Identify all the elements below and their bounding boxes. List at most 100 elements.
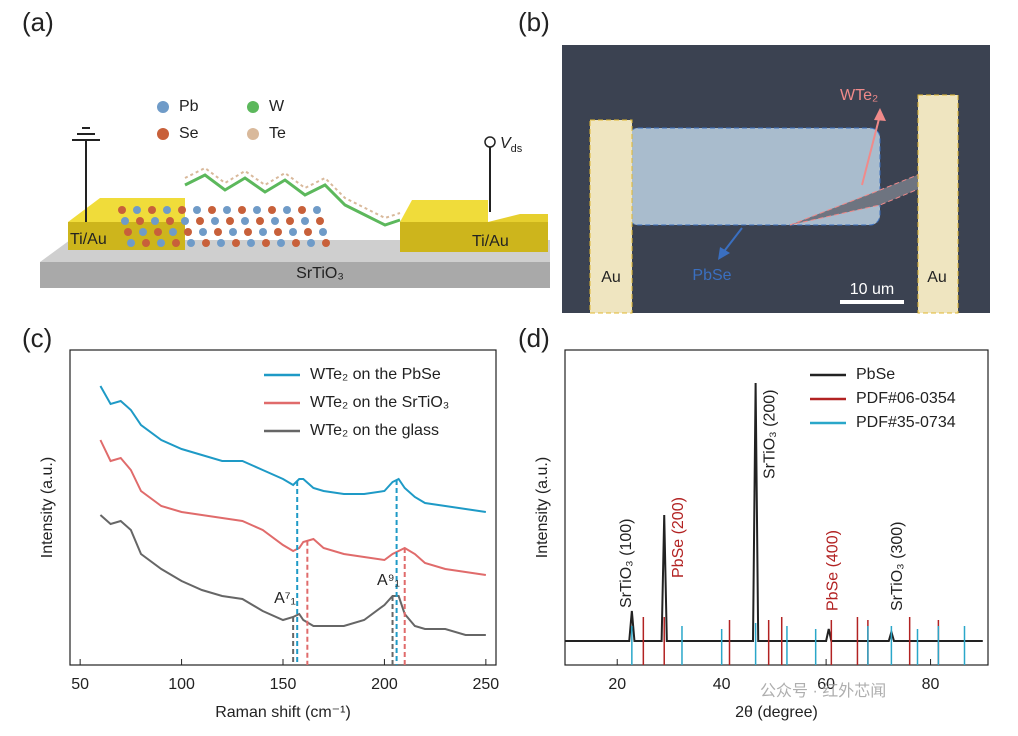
- panel-a: (a) SrTiO₃ Ti/Au Ti/Au Vds Pb W Se Te: [22, 7, 550, 288]
- x-tick-label: 150: [270, 676, 297, 693]
- atom: [157, 239, 165, 247]
- atom: [322, 239, 330, 247]
- atom: [136, 217, 144, 225]
- voltage-subscript: ds: [511, 143, 523, 155]
- electrode-label: Au: [927, 269, 947, 286]
- atom: [241, 217, 249, 225]
- atom: [289, 228, 297, 236]
- electrode-label: Ti/Au: [70, 231, 107, 248]
- atom: [268, 206, 276, 214]
- y-axis-label: Intensity (a.u.): [39, 457, 56, 558]
- pad-left: [68, 222, 185, 250]
- atom: [199, 228, 207, 236]
- annotation: PbSe (400): [825, 530, 842, 611]
- electrode-label: Au: [601, 269, 621, 286]
- atom: [274, 228, 282, 236]
- atom: [133, 206, 141, 214]
- legend-dot: [157, 128, 169, 140]
- electrode-label: Ti/Au: [472, 233, 509, 250]
- pad-right: [400, 222, 548, 252]
- legend-dot: [247, 128, 259, 140]
- atom: [253, 206, 261, 214]
- atom: [139, 228, 147, 236]
- annotation: PbSe (200): [670, 497, 687, 578]
- electrode: [917, 94, 959, 314]
- atom: [202, 239, 210, 247]
- atom: [286, 217, 294, 225]
- x-axis-label: 2θ (degree): [735, 704, 818, 721]
- wte2-layer: [184, 166, 401, 220]
- panel-label: (a): [22, 7, 54, 37]
- atom: [307, 239, 315, 247]
- charts: (c) 50 100 150 200 250 Raman shift (cm⁻¹) Inten…: [22, 323, 989, 721]
- legend-label: PDF#35-0734: [856, 414, 956, 431]
- atom: [181, 217, 189, 225]
- atom: [127, 239, 135, 247]
- atom: [211, 217, 219, 225]
- plot-frame: [564, 349, 989, 666]
- chart: (c) 50 100 150 200 250 Raman shift (cm⁻¹) Inten…: [22, 323, 499, 721]
- series-line: [565, 382, 983, 642]
- atom: [277, 239, 285, 247]
- annotation: SrTiO₃ (300): [889, 522, 906, 612]
- voltage-symbol: V: [500, 135, 512, 152]
- annotation: SrTiO₃ (200): [761, 390, 778, 480]
- legend-label: WTe₂ on the SrTiO₃: [310, 394, 449, 411]
- flake-label: WTe₂: [840, 87, 878, 104]
- atom: [304, 228, 312, 236]
- atom: [316, 217, 324, 225]
- atom: [283, 206, 291, 214]
- pad-top: [400, 200, 488, 222]
- atom: [196, 217, 204, 225]
- atom: [148, 206, 156, 214]
- atom: [301, 217, 309, 225]
- legend-label: Te: [269, 125, 286, 142]
- x-tick-label: 200: [371, 676, 398, 693]
- panel-label: (d): [518, 323, 550, 353]
- x-tick-label: 250: [473, 676, 500, 693]
- x-tick-label: 60: [817, 676, 835, 693]
- atom: [169, 228, 177, 236]
- x-tick-label: 50: [71, 676, 89, 693]
- atom: [184, 228, 192, 236]
- panel-label: (b): [518, 7, 550, 37]
- atom: [271, 217, 279, 225]
- atom: [208, 206, 216, 214]
- x-tick-label: 80: [922, 676, 940, 693]
- atom: [226, 217, 234, 225]
- atom: [247, 239, 255, 247]
- substrate-front: [40, 262, 550, 288]
- legend-label: PbSe: [856, 366, 895, 383]
- legend-label: W: [269, 98, 285, 115]
- atom: [193, 206, 201, 214]
- x-tick-label: 100: [168, 676, 195, 693]
- atom: [124, 228, 132, 236]
- atom: [298, 206, 306, 214]
- crystal-label: PbSe: [692, 267, 731, 284]
- terminal: [484, 136, 496, 148]
- y-axis-label: Intensity (a.u.): [534, 457, 551, 558]
- voltage-label: Vds: [500, 135, 523, 155]
- atom: [238, 206, 246, 214]
- watermark: 公众号 · 红外芯闻: [760, 682, 886, 700]
- pad-top: [68, 198, 185, 222]
- electrode: [589, 119, 633, 314]
- atom: [259, 228, 267, 236]
- legend-label: Pb: [179, 98, 199, 115]
- chart: (d) 20 40 60 80 2θ (degree) Intensity (a.u.) Sr…: [518, 323, 989, 721]
- series-line: [99, 439, 487, 576]
- scale-bar-label: 10 um: [850, 281, 894, 298]
- atom: [163, 206, 171, 214]
- legend-label: PDF#06-0354: [856, 390, 956, 407]
- atom: [229, 228, 237, 236]
- atom: [256, 217, 264, 225]
- legend-dot: [157, 101, 169, 113]
- lattice: [118, 206, 330, 247]
- series-line: [99, 514, 486, 636]
- panel-label: (c): [22, 323, 52, 353]
- arrow: [721, 227, 743, 255]
- wte2-layer: [184, 173, 401, 227]
- legend-dot: [247, 101, 259, 113]
- atom: [187, 239, 195, 247]
